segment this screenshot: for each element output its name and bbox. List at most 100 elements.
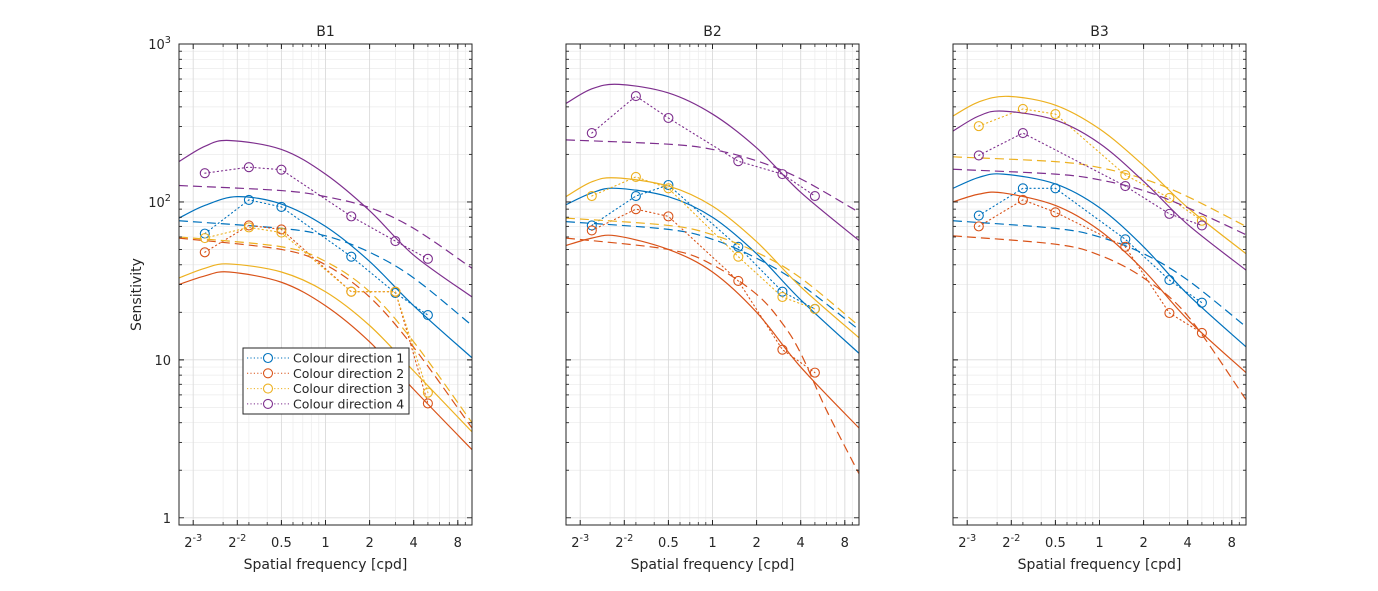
series-1-fit-solid-line [179, 196, 472, 359]
series-1-data-point [276, 201, 287, 212]
series-4-data-point [733, 156, 744, 167]
x-axis-label: Spatial frequency [cpd] [631, 557, 795, 573]
legend-entry-3: Colour direction 3 [247, 381, 404, 396]
legend-label: Colour direction 2 [293, 366, 404, 381]
series-4-data-point [809, 190, 820, 202]
x-tick-label: 4 [410, 536, 418, 551]
series-4-data-point [1120, 181, 1131, 192]
series-3 [179, 222, 472, 433]
series-2-data-point [809, 367, 820, 378]
x-tick-label: 1 [321, 536, 329, 551]
series-4-fit-solid-line [566, 83, 859, 241]
x-tick-label: 2-2 [228, 533, 246, 551]
x-tick-label: 1 [1095, 536, 1103, 551]
series-1-data-point [1196, 297, 1207, 308]
series-4-data-line [591, 95, 816, 197]
series-4-data-point [630, 91, 641, 102]
series-4-data-point [276, 164, 287, 175]
panel-b3: 2-3 2-2 0.5 1 2 4 8 B3 Spatial frequency [cpd] [952, 24, 1247, 573]
legend-marker-sample [262, 398, 274, 409]
series-2-data-line [591, 208, 816, 374]
series-4-data-point [973, 150, 984, 161]
series-2-fit-solid-line [566, 234, 859, 429]
series-3-data-line [204, 226, 429, 394]
series-1-data-point [1050, 183, 1061, 194]
ticks [566, 43, 859, 525]
series-3-data-point [422, 387, 433, 398]
series-3-fit-solid-line [566, 177, 859, 339]
series-2-data-point [973, 221, 984, 232]
series-2-data-line [978, 199, 1203, 334]
series-3-data-point [390, 286, 401, 297]
x-tick-label: 4 [797, 536, 805, 551]
series-2-data-point [1164, 307, 1175, 319]
x-tick-label: 8 [841, 536, 849, 551]
series-4-data-point [346, 211, 357, 222]
x-tick-label: 4 [1184, 536, 1192, 551]
legend-entry-4: Colour direction 4 [247, 396, 404, 411]
series-4-data-point [243, 162, 254, 173]
x-tick-label: 2 [752, 536, 760, 551]
x-tick-label: 0.5 [271, 536, 292, 551]
y-tick-label: 10 [154, 354, 171, 369]
series-3-data-point [1050, 109, 1061, 120]
legend-entry-1: Colour direction 1 [247, 351, 404, 366]
series-3-data-point [973, 121, 984, 132]
y-tick-label: 103 [148, 35, 171, 53]
series-2-data-point [1017, 194, 1028, 205]
series-3-data-point [1120, 169, 1131, 181]
series-4-data-point [663, 112, 674, 124]
series-1 [179, 194, 472, 359]
ticks [953, 43, 1246, 525]
series-3-data-point [1196, 215, 1207, 226]
grid [566, 43, 859, 525]
series-4-data-point [1017, 127, 1028, 139]
plot-lines [953, 95, 1246, 400]
series-1-data-point [346, 251, 357, 262]
series-2-data-point [586, 225, 597, 236]
series-4-fit-dashed-line [179, 184, 472, 269]
x-tick-label: 2-3 [184, 533, 202, 551]
x-tick-label: 0.5 [1045, 536, 1066, 551]
x-tick-label: 2-2 [615, 533, 633, 551]
series-1-data-point [733, 241, 744, 252]
x-axis-label: Spatial frequency [cpd] [1018, 557, 1182, 573]
series-2-fit-dashed-line [566, 237, 859, 475]
series-3-data-point [346, 286, 357, 297]
series-2-data-point [733, 275, 744, 286]
series-4-fit-dashed-line [566, 139, 859, 213]
series-2-data-point [1196, 327, 1207, 339]
series-4-data-line [978, 132, 1203, 226]
series-4-data-point [1196, 220, 1207, 231]
series-3-data-point [630, 171, 641, 182]
x-tick-label: 0.5 [658, 536, 679, 551]
series-2 [566, 204, 859, 475]
series-3-data-point [663, 183, 674, 194]
series-1-data-line [591, 184, 816, 310]
series-4-data-line [204, 166, 429, 260]
series-1-data-point [777, 286, 788, 297]
series-4-data-point [390, 236, 401, 247]
series-1-fit-solid-line [953, 173, 1246, 348]
panel-title: B2 [703, 24, 722, 40]
series-3 [566, 171, 859, 339]
y-axis-label: Sensitivity [129, 258, 145, 331]
series-4-fit-dashed-line [953, 168, 1246, 236]
series-2-fit-dashed-line [953, 235, 1246, 400]
series-3-data-point [733, 251, 744, 262]
x-tick-label: 8 [454, 536, 462, 551]
series-3-data-point [809, 303, 820, 315]
series-2-data-point [422, 398, 433, 409]
plot-lines [566, 83, 859, 475]
series-2-data-point [777, 344, 788, 355]
series-2-data-point [199, 247, 210, 258]
series-1-fit-dashed-line [953, 220, 1246, 328]
series-1-data-line [204, 199, 429, 316]
grid [179, 43, 472, 525]
series-1-fit-dashed-line [566, 221, 859, 331]
series-2-data-point [1120, 241, 1131, 252]
series-1-data-point [973, 210, 984, 221]
legend-label: Colour direction 3 [293, 381, 404, 396]
legend-entry-2: Colour direction 2 [247, 366, 404, 381]
